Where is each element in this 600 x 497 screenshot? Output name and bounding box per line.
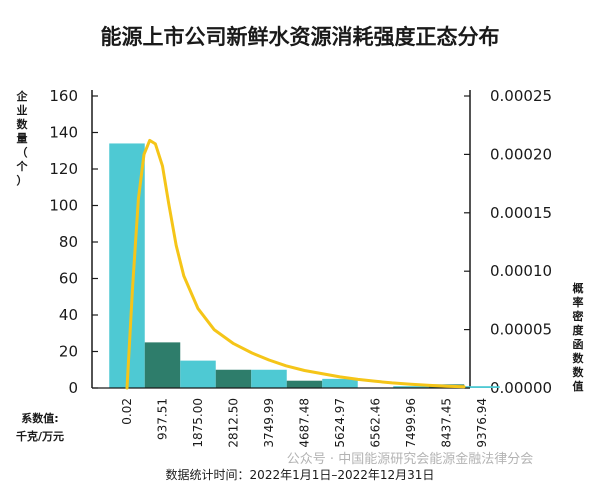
x-axis-label: 系数值: 千克/万元: [16, 411, 64, 443]
histogram-bar: [144, 342, 181, 388]
x-tick-label: 7499.96: [404, 398, 418, 448]
axis-label-char: 个: [16, 159, 29, 173]
axis-label-char: 概: [573, 281, 584, 295]
histogram-bar: [251, 369, 287, 388]
y2-tick-label: 0.00015: [490, 204, 552, 222]
axis-label-char: 度: [573, 323, 585, 337]
x-tick-label: 3749.99: [262, 398, 276, 448]
y2-tick-label: 0.00005: [490, 321, 552, 339]
plot-area: 0 20 40 60 80 100 120 140 160 0.00000 0.00005 0.000…: [49, 87, 552, 448]
x-tick-label: 2812.50: [227, 398, 241, 448]
y-tick-label: 60: [59, 270, 78, 288]
axis-label-char: （: [17, 146, 28, 159]
y-tick-label: 160: [49, 87, 78, 105]
histogram-bar: [286, 380, 323, 388]
axis-label-char: 数: [573, 365, 585, 379]
axis-label-char: 业: [17, 103, 28, 117]
axis-label-char: 数: [17, 117, 29, 131]
y-tick-label: 20: [59, 343, 78, 361]
histogram-bar: [215, 369, 252, 388]
y2-tick-label: 0.00000: [490, 379, 552, 397]
chart-title: 能源上市公司新鲜水资源消耗强度正态分布: [101, 25, 500, 49]
y-tick-label: 100: [49, 197, 78, 215]
x-axis-label-line2: 千克/万元: [16, 429, 64, 443]
y2-tick-label: 0.00025: [490, 87, 552, 105]
axis-label-char: ）: [17, 174, 28, 187]
y-tick-label: 80: [59, 233, 78, 251]
histogram-bar: [393, 386, 429, 388]
x-tick-label: 6562.46: [369, 398, 383, 448]
x-tick-label: 9376.94: [475, 398, 489, 448]
axis-label-char: 量: [17, 132, 28, 145]
axis-label-char: 函: [573, 337, 584, 351]
axis-label-char: 值: [573, 379, 584, 393]
x-tick-label: 4687.48: [298, 398, 312, 448]
axis-label-char: 密: [573, 309, 584, 323]
histogram-bar: [464, 386, 500, 388]
axis-label-char: 数: [573, 351, 585, 365]
y-tick-label: 0: [68, 379, 78, 397]
x-tick-label: 1875.00: [191, 398, 205, 448]
y-tick-label: 120: [49, 160, 78, 178]
histogram-bar: [322, 378, 358, 388]
axis-label-char: 企: [16, 89, 29, 103]
y-tick-label: 40: [59, 306, 78, 324]
axis-label-char: 率: [573, 295, 584, 309]
histogram-bar: [180, 360, 216, 388]
y2-tick-label: 0.00010: [490, 262, 552, 280]
x-tick-label: 8437.45: [440, 398, 454, 448]
y2-tick-label: 0.00020: [490, 145, 552, 163]
stat-time-footer: 数据统计时间：2022年1月1日–2022年12月31日: [166, 467, 435, 482]
y-tick-label: 140: [49, 124, 78, 142]
x-tick-label: 937.51: [156, 398, 170, 440]
x-tick-label: 5624.97: [333, 398, 347, 448]
density-curve: [125, 138, 466, 390]
x-tick-label: 0.02: [120, 398, 134, 425]
watermark: 公众号 · 中国能源研究会能源金融法律分会: [287, 451, 533, 467]
x-axis-label-line1: 系数值:: [21, 411, 58, 425]
